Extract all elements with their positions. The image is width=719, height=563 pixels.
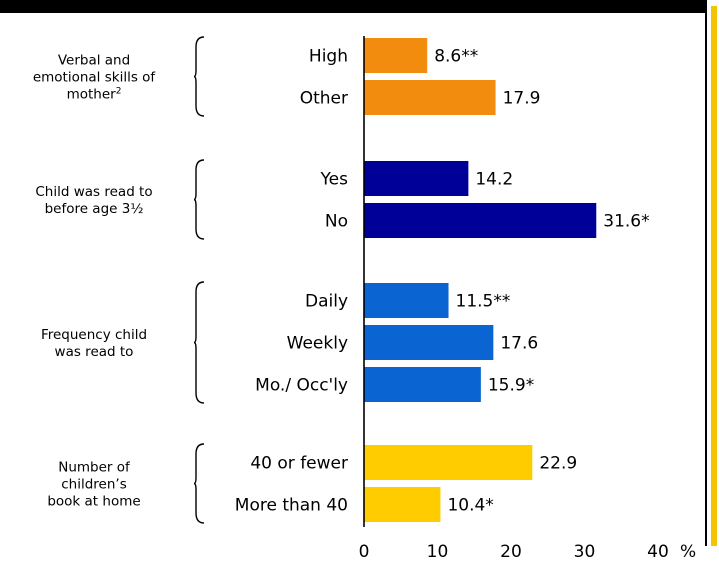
- x-tick-label: 10: [427, 542, 449, 562]
- data-label: 31.6*: [603, 212, 649, 232]
- category-label: Yes: [320, 170, 349, 190]
- data-label: 8.6**: [434, 47, 478, 67]
- category-label: Other: [300, 89, 348, 109]
- data-label: 15.9*: [488, 376, 534, 396]
- x-tick-label: 40: [647, 542, 669, 562]
- bars-layer: High 8.6** Other 17.9 Yes 14.2 No 31.6* Daily 11.…: [235, 38, 650, 522]
- category-label: Weekly: [287, 334, 348, 354]
- bar: [364, 203, 597, 238]
- data-label: 10.4*: [447, 496, 493, 516]
- group-brace: [193, 443, 205, 524]
- group-labels-layer: Verbal and emotional skills of mother2 Chil…: [33, 36, 205, 524]
- bar: [364, 283, 449, 318]
- group-label: Child was read to before age 3½: [35, 184, 152, 217]
- right-accent-stripe: [711, 6, 717, 546]
- top-border-bar: [0, 0, 705, 13]
- bar: [364, 161, 469, 196]
- unit-label: %: [680, 542, 696, 562]
- x-tick-label: 30: [574, 542, 596, 562]
- data-label: 17.9: [503, 89, 541, 109]
- bar: [364, 80, 496, 115]
- x-tick-label: 20: [500, 542, 522, 562]
- category-label: High: [309, 47, 348, 67]
- category-label: Mo./ Occ'ly: [255, 376, 348, 396]
- data-label: 22.9: [539, 454, 577, 474]
- group-brace: [193, 159, 205, 240]
- bar: [364, 487, 441, 522]
- bar: [364, 367, 481, 402]
- data-label: 11.5**: [456, 292, 511, 312]
- bar: [364, 38, 428, 73]
- category-label: No: [325, 212, 348, 232]
- x-tick-label: 0: [359, 542, 370, 562]
- category-label: More than 40: [235, 496, 348, 516]
- group-label: Number of children’s book at home: [47, 460, 140, 510]
- group-label: Verbal and emotional skills of mother2: [33, 53, 157, 103]
- group-label: Frequency child was read to: [41, 327, 147, 360]
- bar: [364, 445, 533, 480]
- category-label: Daily: [305, 292, 348, 312]
- x-axis-layer: 0 10 20 30 40%: [359, 36, 696, 562]
- group-brace: [193, 36, 205, 117]
- bar: [364, 325, 494, 360]
- group-brace: [193, 281, 205, 404]
- data-label: 17.6: [500, 334, 538, 354]
- category-label: 40 or fewer: [250, 454, 348, 474]
- data-label: 14.2: [475, 170, 513, 190]
